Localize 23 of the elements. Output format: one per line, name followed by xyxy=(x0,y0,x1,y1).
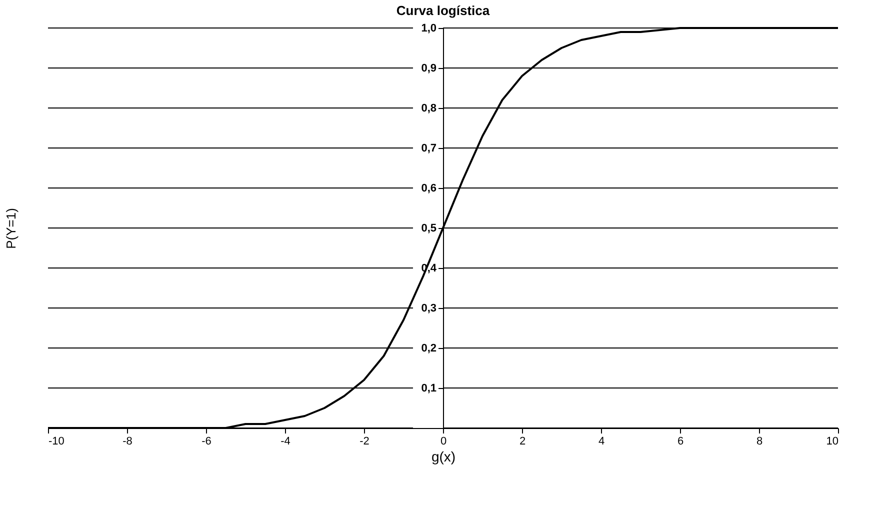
y-tick-label: 0,7 xyxy=(421,142,436,154)
x-tick-label: 4 xyxy=(598,436,605,448)
x-tick-label: -10 xyxy=(48,436,64,448)
y-tick-label: 0,6 xyxy=(421,182,436,194)
x-tick-label: -8 xyxy=(122,436,132,448)
x-tick-label: -4 xyxy=(280,436,290,448)
y-tick-label: 0,2 xyxy=(421,342,436,354)
x-axis-title: g(x) xyxy=(431,448,456,464)
chart-title: Curva logística xyxy=(396,3,490,18)
y-tick-label: 0,8 xyxy=(421,102,436,114)
y-tick-label: 0,1 xyxy=(421,382,436,394)
x-tick-label: -6 xyxy=(202,436,212,448)
x-tick-label: 2 xyxy=(519,436,526,448)
y-axis-title: P(Y=1) xyxy=(4,208,18,249)
x-tick-label: 10 xyxy=(826,436,838,448)
y-tick-label: 0,5 xyxy=(421,222,436,234)
y-tick-label: 0,9 xyxy=(421,62,436,74)
y-tick-label: 0,3 xyxy=(421,302,436,314)
x-tick-label: -2 xyxy=(360,436,370,448)
x-tick-label: 8 xyxy=(756,436,763,448)
x-tick-label: 0 xyxy=(440,436,447,448)
y-tick-label: 1,0 xyxy=(421,22,436,34)
x-tick-label: 6 xyxy=(677,436,684,448)
